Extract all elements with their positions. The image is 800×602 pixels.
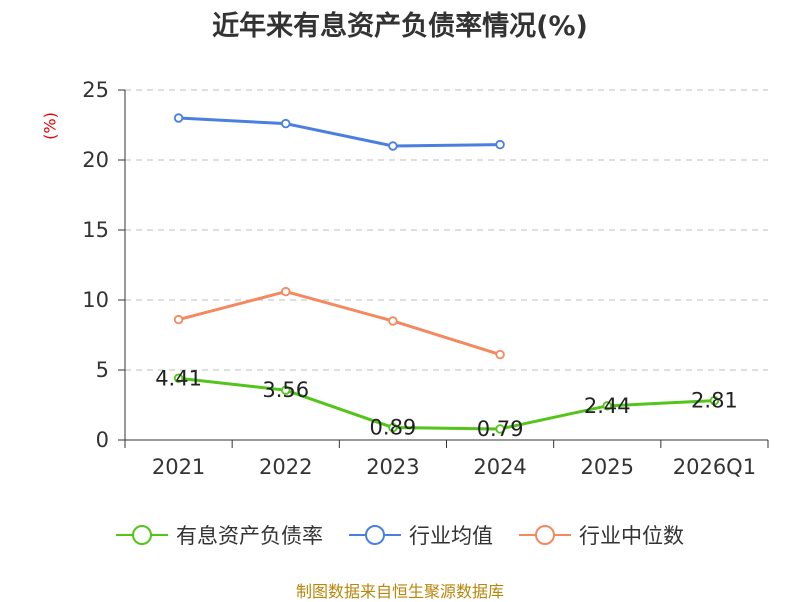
data-point: [281, 385, 291, 395]
legend-item-industry-median[interactable]: 行业中位数: [519, 520, 684, 550]
series-2: [173, 286, 505, 360]
data-point: [388, 316, 398, 326]
data-point: [281, 118, 291, 129]
y-tick-label: 0: [96, 428, 109, 452]
x-tick-label: 2026Q1: [673, 455, 756, 479]
y-tick-label: 25: [82, 78, 109, 102]
legend: 有息资产负债率 行业均值 行业中位数: [0, 520, 800, 550]
data-point: [388, 141, 398, 151]
legend-item-industry-mean[interactable]: 行业均值: [349, 520, 493, 550]
x-tick-label: 2022: [259, 455, 312, 479]
series-line: [178, 290, 501, 357]
y-tick-label: 5: [96, 358, 109, 382]
series-line: [178, 116, 501, 148]
data-label: 2.44: [584, 394, 631, 418]
legend-label: 有息资产负债率: [176, 524, 323, 548]
data-point: [388, 422, 398, 433]
data-label: 0.89: [370, 416, 417, 440]
data-point: [173, 314, 184, 325]
legend-line-marker-icon: [349, 525, 401, 545]
legend-label: 行业中位数: [579, 524, 684, 548]
x-tick-label: 2021: [152, 455, 205, 479]
x-tick-label: 2023: [366, 455, 419, 479]
y-tick-label: 20: [82, 148, 109, 172]
data-label: 3.56: [262, 378, 309, 402]
y-tick-label: 10: [82, 288, 109, 312]
data-label: 4.41: [155, 366, 202, 390]
data-point: [495, 349, 505, 360]
data-point: [173, 373, 184, 383]
data-point: [173, 113, 184, 123]
y-tick-label: 15: [82, 218, 109, 242]
x-tick-label: 2025: [581, 455, 634, 479]
legend-line-marker-icon: [116, 525, 168, 545]
series-0: 4.41 3.56 0.89 0.79 2.44 2.81: [155, 366, 738, 441]
data-point: [709, 395, 720, 406]
legend-line-marker-icon: [519, 525, 571, 545]
series-line: [178, 376, 715, 431]
x-tick-label: 2024: [473, 455, 526, 479]
data-point: [602, 401, 612, 411]
data-label: 2.81: [691, 389, 738, 413]
chart-title: 近年来有息资产负债率情况(%): [212, 11, 588, 42]
data-label: 0.79: [477, 417, 524, 441]
legend-label: 行业均值: [409, 524, 493, 548]
data-source-note: 制图数据来自恒生聚源数据库: [295, 582, 504, 601]
series-1: [173, 113, 505, 151]
data-point: [281, 286, 291, 297]
data-point: [495, 139, 505, 150]
data-point: [495, 424, 505, 434]
legend-item-interest-debt-ratio[interactable]: 有息资产负债率: [116, 520, 323, 550]
